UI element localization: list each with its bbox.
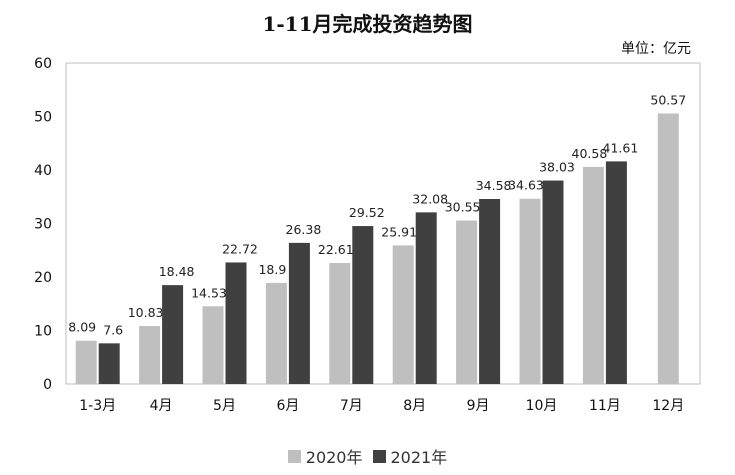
data-label-2020年: 30.55	[445, 200, 481, 215]
data-label-2021年: 38.03	[539, 160, 575, 175]
bar-2021年	[162, 285, 184, 384]
x-tick-label: 8月	[403, 398, 426, 414]
bar-2020年	[75, 340, 97, 384]
bar-2021年	[415, 212, 437, 384]
data-label-2021年: 34.58	[476, 178, 512, 193]
bar-2021年	[98, 343, 120, 384]
x-tick-label: 4月	[150, 398, 173, 414]
legend-swatch-2021	[372, 449, 386, 463]
chart-title: 1-11月完成投资趋势图	[262, 12, 473, 36]
x-tick-label: 10月	[526, 398, 558, 414]
x-tick-label: 11月	[589, 398, 621, 414]
bar-2020年	[202, 306, 224, 384]
bar-2020年	[456, 220, 478, 384]
x-tick-label: 7月	[340, 398, 363, 414]
legend-swatch-2020	[287, 449, 301, 463]
bar-2021年	[288, 242, 310, 384]
data-label-2021年: 7.6	[103, 322, 123, 337]
data-label-2020年: 8.09	[68, 320, 96, 335]
bar-2021年	[225, 262, 247, 384]
data-label-2020年: 22.61	[318, 242, 354, 257]
data-label-2020年: 14.53	[191, 285, 227, 300]
bar-2021年	[479, 198, 501, 384]
chart-legend: 2020年 2021年	[0, 444, 735, 468]
data-label-2020年: 50.57	[650, 92, 686, 107]
data-label-2020年: 40.58	[572, 146, 608, 161]
chart-plot: 0 10 20 30 40 50 60 8.09 7.6 1-3月 10.83 18.48 4月 14.5…	[34, 56, 701, 414]
data-label-2021年: 29.52	[349, 205, 385, 220]
plot-frame	[65, 62, 701, 385]
x-tick-label: 12月	[652, 398, 684, 414]
data-label-2020年: 18.9	[258, 262, 286, 277]
data-label-2020年: 25.91	[381, 224, 417, 239]
data-label-2021年: 41.61	[603, 140, 639, 155]
bar-2020年	[329, 263, 351, 384]
data-label-2020年: 34.63	[508, 178, 544, 193]
y-tick-label: 0	[43, 377, 52, 393]
bar-2020年	[392, 245, 414, 384]
x-tick-label: 1-3月	[79, 398, 116, 414]
bar-2021年	[352, 226, 374, 384]
x-tick-label: 5月	[213, 398, 236, 414]
legend-item-2021: 2021年	[372, 444, 448, 468]
data-label-2021年: 26.38	[286, 222, 322, 237]
y-tick-label: 50	[34, 110, 52, 126]
legend-label-2020: 2020年	[305, 448, 363, 467]
y-tick-label: 40	[34, 163, 52, 179]
bar-2020年	[265, 282, 287, 384]
y-tick-label: 60	[34, 56, 52, 72]
data-label-2021年: 18.48	[159, 264, 195, 279]
bar-2020年	[582, 166, 604, 384]
legend-label-2021: 2021年	[390, 448, 448, 467]
bar-2020年	[657, 113, 679, 384]
y-tick-label: 10	[34, 324, 52, 340]
bar-2021年	[605, 161, 627, 384]
data-label-2021年: 32.08	[412, 191, 448, 206]
unit-label: 单位：亿元	[621, 41, 691, 57]
bar-2020年	[519, 198, 541, 384]
bar-2020年	[139, 326, 161, 384]
x-tick-label: 9月	[467, 398, 490, 414]
legend-item-2020: 2020年	[287, 444, 363, 468]
y-tick-label: 20	[34, 270, 52, 286]
bar-2021年	[542, 180, 564, 384]
y-tick-label: 30	[34, 217, 52, 233]
data-label-2021年: 22.72	[222, 241, 258, 256]
data-label-2020年: 10.83	[128, 305, 164, 320]
x-tick-label: 6月	[276, 398, 299, 414]
